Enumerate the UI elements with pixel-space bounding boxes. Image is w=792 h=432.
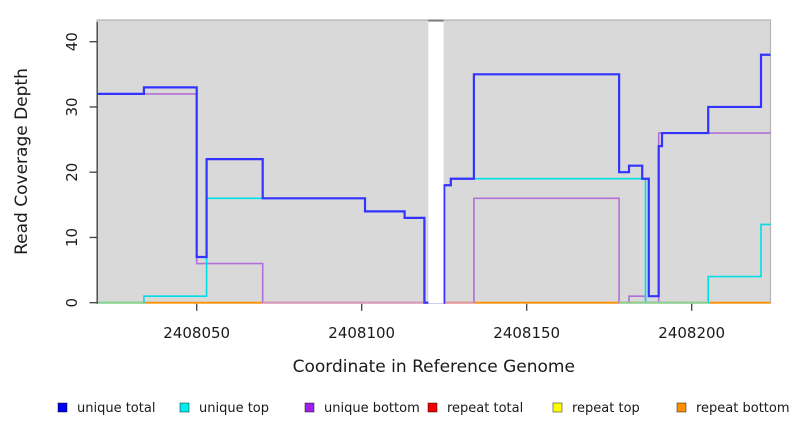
x-tick-label: 2408100 — [328, 324, 395, 342]
legend-swatch-unique-bottom — [304, 402, 315, 413]
x-tick-label: 2408050 — [163, 324, 230, 342]
legend-swatch-repeat-bottom — [676, 402, 687, 413]
legend-label-repeat-top: repeat top — [572, 401, 640, 416]
no-data-gap-band — [428, 20, 444, 304]
no-data-gap-cap — [428, 19, 444, 22]
y-tick-label: 10 — [63, 228, 81, 247]
x-axis-title: Coordinate in Reference Genome — [293, 357, 575, 377]
x-tick-label: 2408200 — [658, 324, 725, 342]
legend-swatch-unique-top — [179, 402, 190, 413]
y-tick-label: 20 — [63, 163, 81, 182]
legend-label-unique-bottom: unique bottom — [324, 401, 420, 416]
series-unique-total — [97, 53, 771, 304]
x-tick-label: 2408150 — [493, 324, 560, 342]
legend-swatch-unique-total — [57, 402, 68, 413]
legend-label-repeat-total: repeat total — [447, 401, 523, 416]
y-axis-title: Read Coverage Depth — [12, 68, 32, 255]
y-tick-label: 40 — [63, 32, 81, 51]
legend-swatch-repeat-total — [427, 402, 438, 413]
legend-label-unique-top: unique top — [199, 401, 269, 416]
y-tick-label: 0 — [63, 298, 81, 308]
y-tick-label: 30 — [63, 97, 81, 116]
legend-label-unique-total: unique total — [77, 401, 155, 416]
legend-label-repeat-bottom: repeat bottom — [696, 401, 790, 416]
legend-swatch-repeat-top — [552, 402, 563, 413]
